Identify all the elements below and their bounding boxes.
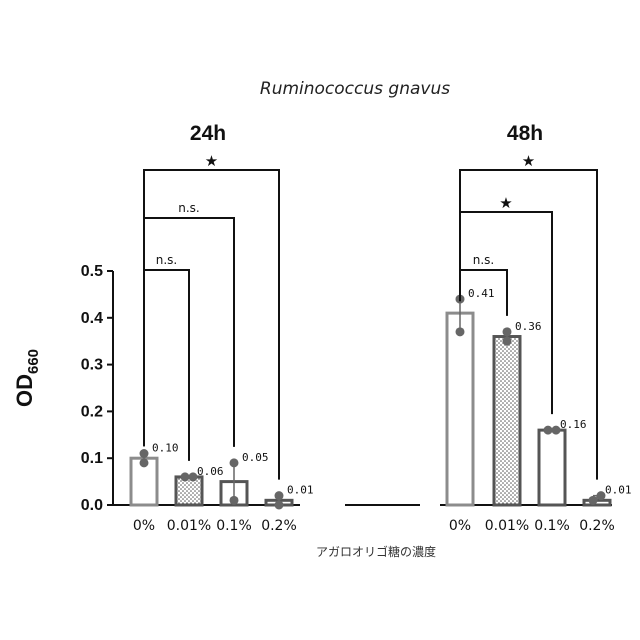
data-label: 0.06 (197, 465, 224, 478)
panel-label-24h: 24h (190, 122, 226, 145)
data-label: 0.16 (560, 418, 587, 431)
y-tick-label: 0.0 (81, 497, 103, 514)
y-tick-label: 0.5 (81, 263, 103, 280)
significance-bracket (144, 270, 189, 461)
x-tick-label: 0.2% (261, 518, 297, 534)
x-tick-label: 0.2% (579, 518, 615, 534)
bar (176, 477, 202, 505)
x-tick-label: 0% (133, 518, 155, 534)
x-tick-label: 0% (449, 518, 471, 534)
panel-label-48h: 48h (507, 122, 543, 145)
x-tick-label: 0.1% (216, 518, 252, 534)
y-tick-label: 0.4 (81, 310, 103, 327)
data-point (503, 337, 512, 346)
data-point (544, 426, 553, 435)
significance-label: ★ (205, 152, 218, 170)
data-label: 0.10 (152, 442, 179, 455)
y-axis-label-sub: 660 (25, 349, 42, 374)
data-point (275, 491, 284, 500)
y-tick-label: 0.1 (81, 450, 103, 467)
y-tick-label: 0.3 (81, 357, 103, 374)
x-tick-label: 0.01% (167, 518, 211, 534)
significance-bracket (144, 170, 279, 480)
data-label: 0.36 (515, 320, 542, 333)
data-label: 0.01 (605, 484, 632, 497)
significance-label: ★ (499, 194, 512, 212)
data-point (230, 496, 239, 505)
y-axis-label: OD660 (12, 349, 42, 407)
significance-label: ★ (522, 152, 535, 170)
data-point (275, 501, 284, 510)
x-tick-label: 0.01% (485, 518, 529, 534)
significance-label: n.s. (156, 253, 178, 267)
y-tick-label: 0.2 (81, 403, 103, 420)
data-point (140, 449, 149, 458)
plot-area: 0.0 0.1 0.2 0.3 0.4 0.5 24h 0.10 0% 0.06 0.01% 0.05… (81, 122, 632, 534)
bar (494, 337, 520, 505)
y-axis-label-main: OD (12, 374, 37, 407)
data-point (140, 458, 149, 467)
data-label: 0.01 (287, 484, 314, 497)
data-point (589, 496, 598, 505)
bar (447, 313, 473, 505)
chart-title: Ruminococcus gnavus (260, 79, 450, 99)
data-label: 0.05 (242, 451, 269, 464)
data-point (503, 327, 512, 336)
x-axis-label: アガロオリゴ糖の濃度 (316, 544, 436, 559)
significance-label: n.s. (473, 253, 495, 267)
significance-label: n.s. (178, 201, 200, 215)
data-label: 0.41 (468, 287, 495, 300)
x-tick-label: 0.1% (534, 518, 570, 534)
bar (539, 430, 565, 505)
data-point (230, 458, 239, 467)
data-point (456, 327, 465, 336)
data-point (181, 472, 190, 481)
